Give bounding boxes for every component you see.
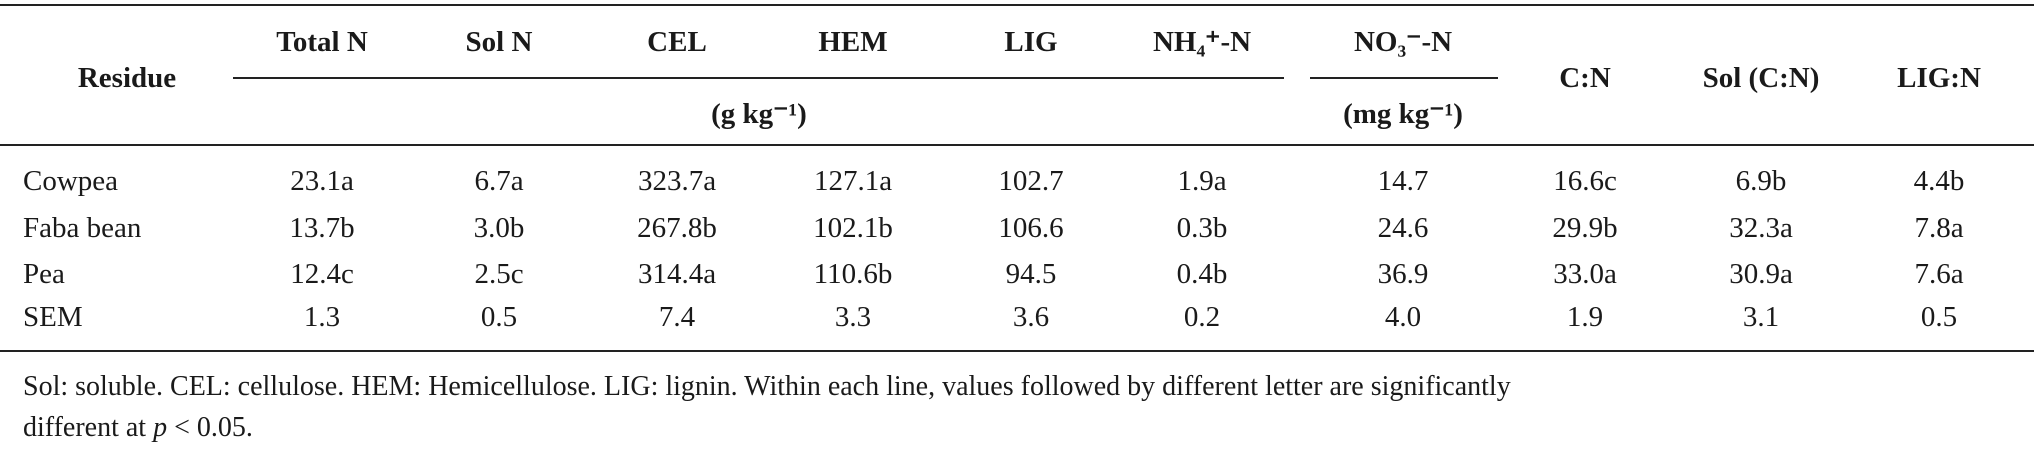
table-cell: 0.5 xyxy=(1920,301,1958,333)
table-cell: 3.6 xyxy=(1012,301,1050,333)
table-cell: 7.8a xyxy=(1914,212,1964,244)
table-cell: 4.4b xyxy=(1913,165,1965,197)
table-cell: 106.6 xyxy=(998,212,1064,244)
table-cell: 12.4c xyxy=(290,258,354,290)
group-rule xyxy=(233,77,1284,79)
header-cell: NH₄⁺-N xyxy=(1152,26,1252,58)
table-cell: 2.5c xyxy=(474,258,524,290)
table-cell: 110.6b xyxy=(813,258,893,290)
table-cell: 323.7a xyxy=(637,165,717,197)
footnote-text: p xyxy=(153,412,168,443)
table-cell: 6.9b xyxy=(1735,165,1787,197)
table-cell: 7.4 xyxy=(658,301,696,333)
table-cell: 6.7a xyxy=(474,165,524,197)
table-cell: 30.9a xyxy=(1729,258,1793,290)
row-label: Faba bean xyxy=(23,212,142,244)
table-cell: 127.1a xyxy=(813,165,893,197)
top-rule xyxy=(0,4,2034,6)
table-cell: 29.9b xyxy=(1552,212,1618,244)
footnote-text: Sol: soluble. CEL: cellulose. HEM: Hemic… xyxy=(23,371,1511,402)
table-cell: 32.3a xyxy=(1729,212,1793,244)
header-cell: LIG:N xyxy=(1897,62,1981,94)
table-cell: 1.9 xyxy=(1566,301,1604,333)
table-cell: 4.0 xyxy=(1384,301,1422,333)
table-cell: 314.4a xyxy=(637,258,717,290)
header-cell: Residue xyxy=(77,62,177,94)
table-cell: 3.1 xyxy=(1742,301,1780,333)
table-cell: 13.7b xyxy=(289,212,355,244)
unit-label: (g kg⁻¹) xyxy=(711,98,807,130)
table-cell: 14.7 xyxy=(1377,165,1429,197)
bottom-rule xyxy=(0,350,2034,352)
table-cell: 1.9a xyxy=(1177,165,1227,197)
table-cell: 23.1a xyxy=(290,165,354,197)
footnote: different at p < 0.05. xyxy=(23,411,253,445)
table-cell: 7.6a xyxy=(1914,258,1964,290)
header-cell: CEL xyxy=(647,26,707,58)
table-cell: 102.7 xyxy=(998,165,1064,197)
row-label: SEM xyxy=(23,301,83,333)
row-label: Pea xyxy=(23,258,65,290)
table-cell: 3.3 xyxy=(834,301,872,333)
table-cell: 267.8b xyxy=(637,212,717,244)
table-cell: 0.4b xyxy=(1176,258,1228,290)
header-cell: NO₃⁻-N xyxy=(1353,26,1453,58)
header-cell: Sol N xyxy=(465,26,533,58)
table-cell: 0.3b xyxy=(1176,212,1228,244)
table-cell: 0.2 xyxy=(1183,301,1221,333)
header-cell: LIG xyxy=(1004,26,1058,58)
group-rule xyxy=(1310,77,1498,79)
table-cell: 33.0a xyxy=(1553,258,1617,290)
table-cell: 94.5 xyxy=(1005,258,1057,290)
table-cell: 36.9 xyxy=(1377,258,1429,290)
unit-label: (mg kg⁻¹) xyxy=(1343,98,1463,130)
table-cell: 24.6 xyxy=(1377,212,1429,244)
table-cell: 1.3 xyxy=(303,301,341,333)
header-cell: Sol (C:N) xyxy=(1702,62,1820,94)
table-cell: 16.6c xyxy=(1553,165,1617,197)
footnote-text: < 0.05. xyxy=(167,412,253,443)
row-label: Cowpea xyxy=(23,165,119,197)
header-rule xyxy=(0,144,2034,146)
table-cell: 102.1b xyxy=(813,212,893,244)
table-cell: 3.0b xyxy=(473,212,525,244)
footnote-text: different at xyxy=(23,412,154,443)
header-cell: C:N xyxy=(1559,62,1611,94)
footnote: Sol: soluble. CEL: cellulose. HEM: Hemic… xyxy=(23,370,1511,404)
header-cell: HEM xyxy=(818,26,888,58)
header-cell: Total N xyxy=(276,26,368,58)
table-cell: 0.5 xyxy=(480,301,518,333)
